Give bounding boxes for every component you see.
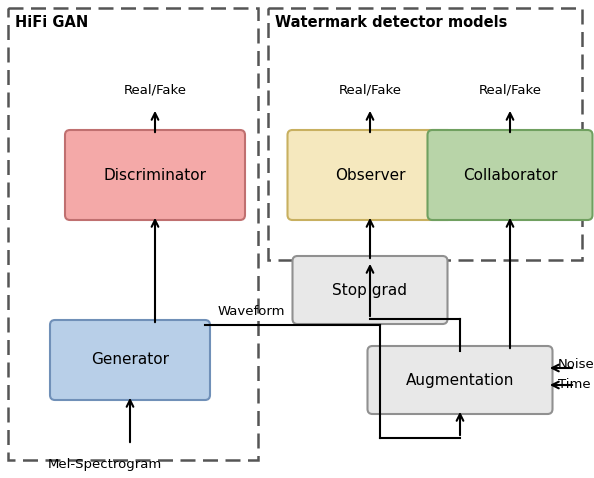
Text: Noise: Noise: [558, 358, 594, 371]
Text: Time stretch: Time stretch: [558, 379, 594, 391]
FancyBboxPatch shape: [65, 130, 245, 220]
Bar: [268, 8, 582, 260]
Text: Real/Fake: Real/Fake: [479, 83, 542, 96]
Text: Stop grad: Stop grad: [333, 282, 407, 297]
Bar: [8, 8, 258, 460]
Text: HiFi GAN: HiFi GAN: [15, 15, 89, 30]
FancyBboxPatch shape: [287, 130, 453, 220]
FancyBboxPatch shape: [292, 256, 447, 324]
Text: Waveform: Waveform: [218, 305, 286, 318]
Text: Collaborator: Collaborator: [463, 167, 557, 183]
Text: Augmentation: Augmentation: [406, 372, 514, 388]
Text: Generator: Generator: [91, 352, 169, 368]
FancyBboxPatch shape: [50, 320, 210, 400]
Text: Observer: Observer: [335, 167, 405, 183]
Text: Real/Fake: Real/Fake: [339, 83, 402, 96]
Text: Mel-Spectrogram: Mel-Spectrogram: [48, 458, 162, 471]
FancyBboxPatch shape: [368, 346, 552, 414]
FancyBboxPatch shape: [428, 130, 592, 220]
Text: Real/Fake: Real/Fake: [124, 83, 187, 96]
Text: Watermark detector models: Watermark detector models: [275, 15, 507, 30]
Text: Discriminator: Discriminator: [103, 167, 207, 183]
